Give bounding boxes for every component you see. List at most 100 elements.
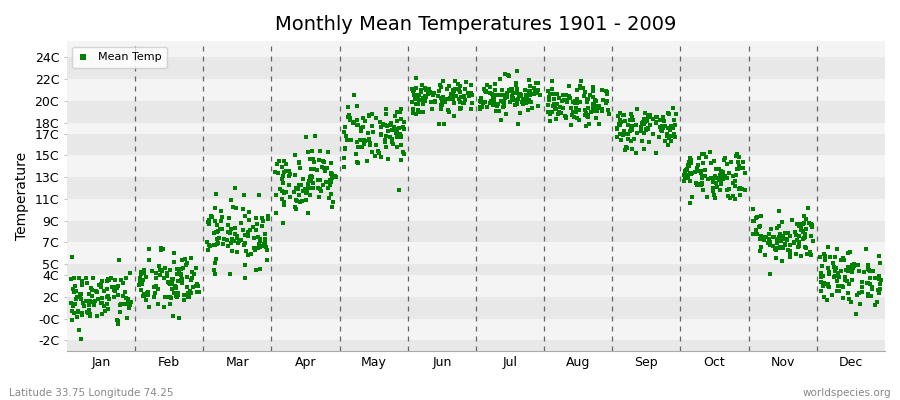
Mean Temp — [94, 311, 109, 317]
Mean Temp — [758, 252, 772, 258]
Mean Temp — [163, 294, 177, 300]
Mean Temp — [133, 275, 148, 281]
Mean Temp — [444, 92, 458, 98]
Mean Temp — [189, 265, 203, 271]
Mean Temp — [76, 278, 90, 284]
Text: Latitude 33.75 Longitude 74.25: Latitude 33.75 Longitude 74.25 — [9, 388, 174, 398]
Mean Temp — [839, 267, 853, 274]
Mean Temp — [244, 250, 258, 257]
Mean Temp — [779, 236, 794, 242]
Mean Temp — [279, 161, 293, 167]
Mean Temp — [720, 161, 734, 168]
Mean Temp — [181, 294, 195, 300]
Mean Temp — [414, 89, 428, 96]
Mean Temp — [350, 103, 365, 110]
Mean Temp — [599, 89, 614, 95]
Mean Temp — [190, 281, 204, 287]
Mean Temp — [502, 87, 517, 94]
Mean Temp — [390, 144, 404, 150]
Text: worldspecies.org: worldspecies.org — [803, 388, 891, 398]
Mean Temp — [502, 98, 517, 105]
Mean Temp — [390, 109, 404, 115]
Mean Temp — [582, 120, 597, 127]
Mean Temp — [238, 275, 252, 282]
Mean Temp — [313, 177, 328, 183]
Mean Temp — [760, 240, 775, 246]
Mean Temp — [317, 164, 331, 171]
Mean Temp — [170, 292, 184, 298]
Mean Temp — [814, 274, 829, 280]
Mean Temp — [385, 127, 400, 133]
Mean Temp — [708, 194, 723, 201]
Mean Temp — [302, 178, 317, 184]
Mean Temp — [69, 296, 84, 302]
Mean Temp — [589, 115, 603, 121]
Mean Temp — [394, 133, 409, 140]
Mean Temp — [636, 121, 651, 127]
Mean Temp — [168, 285, 183, 292]
Mean Temp — [492, 108, 507, 114]
Mean Temp — [97, 308, 112, 314]
Mean Temp — [230, 249, 244, 256]
Mean Temp — [790, 237, 805, 244]
Mean Temp — [511, 96, 526, 102]
Bar — [67, 318, 885, 340]
Mean Temp — [169, 294, 184, 300]
Mean Temp — [866, 268, 880, 274]
Mean Temp — [210, 228, 224, 235]
Mean Temp — [612, 121, 626, 128]
Mean Temp — [166, 259, 181, 266]
Mean Temp — [222, 230, 237, 236]
Mean Temp — [804, 221, 818, 227]
Mean Temp — [436, 94, 451, 101]
Mean Temp — [134, 281, 148, 287]
Mean Temp — [184, 268, 199, 275]
Mean Temp — [690, 164, 705, 171]
Mean Temp — [238, 240, 253, 247]
Mean Temp — [638, 110, 652, 116]
Mean Temp — [639, 127, 653, 134]
Mean Temp — [256, 241, 271, 247]
Mean Temp — [145, 268, 159, 274]
Mean Temp — [103, 276, 117, 283]
Mean Temp — [729, 153, 743, 160]
Mean Temp — [207, 218, 221, 224]
Mean Temp — [257, 239, 272, 246]
Mean Temp — [321, 148, 336, 155]
Mean Temp — [374, 130, 388, 137]
Mean Temp — [629, 122, 643, 128]
Mean Temp — [713, 174, 727, 180]
Mean Temp — [306, 159, 320, 165]
Mean Temp — [167, 250, 182, 256]
Mean Temp — [872, 290, 886, 297]
Mean Temp — [457, 97, 472, 103]
Mean Temp — [515, 99, 529, 106]
Mean Temp — [846, 264, 860, 270]
Mean Temp — [178, 262, 193, 268]
Mean Temp — [601, 110, 616, 117]
Mean Temp — [164, 295, 178, 302]
Mean Temp — [233, 237, 248, 243]
Mean Temp — [567, 109, 581, 116]
Mean Temp — [377, 137, 392, 144]
Mean Temp — [640, 118, 654, 124]
Mean Temp — [301, 185, 315, 191]
Mean Temp — [211, 228, 225, 234]
Mean Temp — [763, 238, 778, 245]
Mean Temp — [136, 276, 150, 283]
Mean Temp — [70, 308, 85, 314]
Mean Temp — [385, 136, 400, 143]
Mean Temp — [393, 157, 408, 164]
Mean Temp — [455, 100, 470, 106]
Mean Temp — [313, 186, 328, 193]
Mean Temp — [769, 247, 783, 254]
Mean Temp — [228, 224, 242, 231]
Mean Temp — [257, 236, 272, 242]
Mean Temp — [171, 278, 185, 284]
Mean Temp — [814, 288, 828, 294]
Mean Temp — [865, 284, 879, 290]
Mean Temp — [576, 85, 590, 91]
Mean Temp — [855, 284, 869, 290]
Mean Temp — [653, 127, 668, 133]
Mean Temp — [378, 139, 392, 145]
